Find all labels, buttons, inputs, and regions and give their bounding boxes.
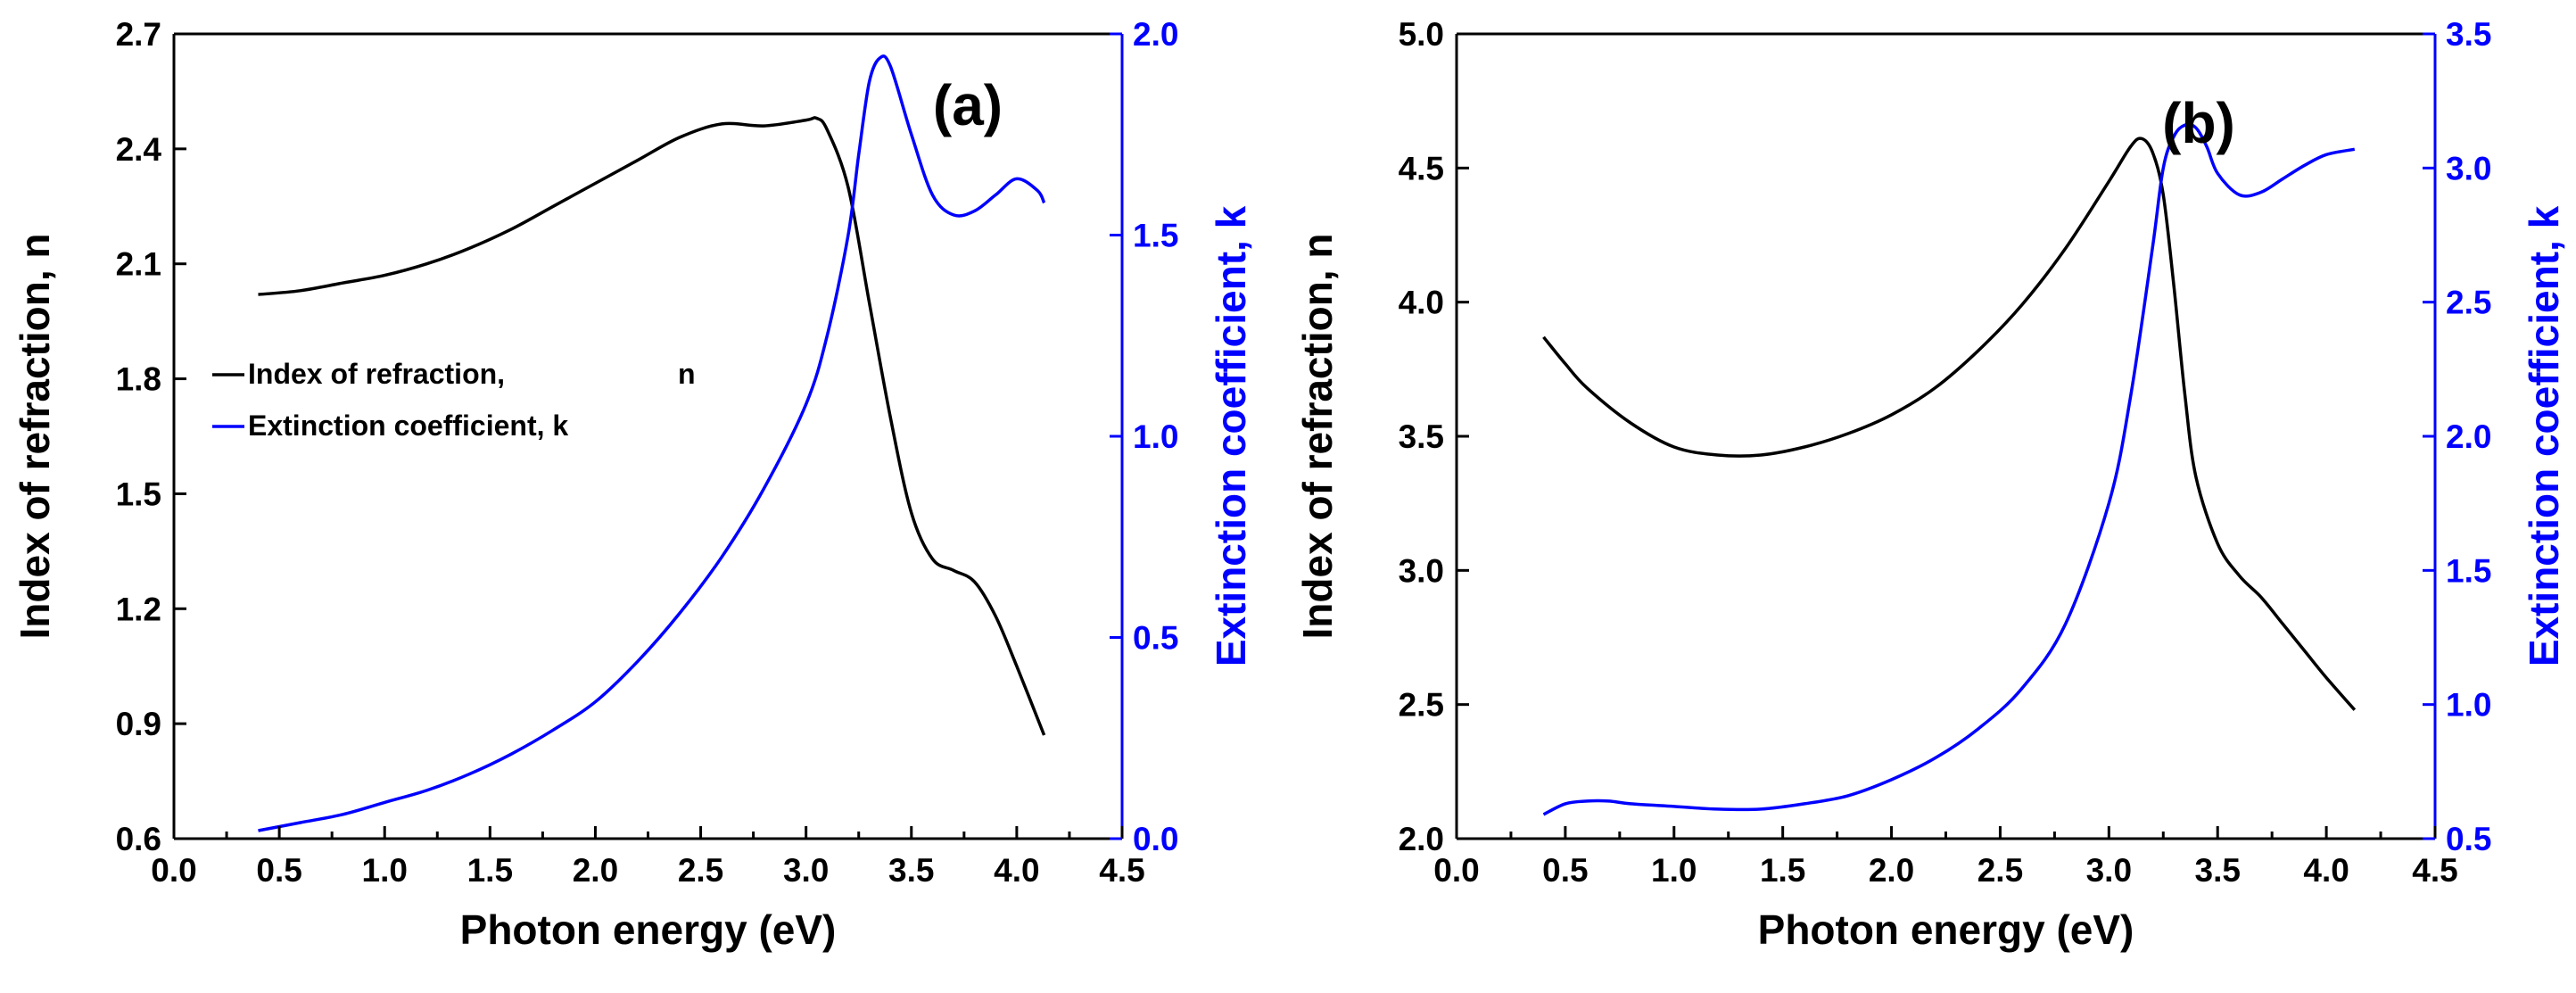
y-left-axis-title: Index of refraction, n: [1294, 234, 1341, 640]
y-left-tick-label: 1.2: [116, 591, 161, 627]
y-right-tick-label: 0.0: [1133, 821, 1178, 857]
panel-label: (b): [2162, 91, 2235, 155]
y-right-tick-label: 3.5: [2446, 16, 2491, 53]
y-left-tick-label: 1.5: [116, 476, 161, 512]
y-left-tick-label: 4.0: [1399, 285, 1444, 321]
x-tick-label: 1.5: [467, 852, 513, 889]
y-left-tick-label: 2.4: [116, 131, 162, 168]
y-right-axis-title: Extinction coefficient, k: [2521, 205, 2567, 666]
x-tick-label: 1.5: [1760, 852, 1805, 889]
y-right-tick-label: 1.5: [1133, 218, 1178, 254]
x-tick-label: 0.0: [151, 852, 196, 889]
chart-panel-a: 0.0 0.5 1.0 1.5 2.0 2.5 3.0 3.5 4.0 4.5 0.6 0.9 1.2 1…: [12, 16, 1254, 953]
x-tick-label: 0.0: [1433, 852, 1479, 889]
y-left-tick-label: 1.8: [116, 361, 161, 398]
x-tick-label: 4.0: [994, 852, 1039, 889]
series-line-n: [1542, 137, 2357, 711]
y-left-tick-label: 3.0: [1399, 552, 1444, 589]
legend-label: Extinction coefficient, k: [248, 410, 568, 442]
y-left-axis-title: Index of refraction, n: [12, 234, 58, 640]
y-right-tick-label: 2.5: [2446, 285, 2491, 321]
x-tick-label: 3.0: [2086, 852, 2132, 889]
chart-panel-b: 0.0 0.5 1.0 1.5 2.0 2.5 3.0 3.5 4.0 4.5 2.0 2.5 3.0 3…: [1294, 16, 2567, 953]
x-tick-label: 3.0: [783, 852, 829, 889]
x-tick-label: 4.0: [2303, 852, 2349, 889]
x-tick-label: 2.0: [573, 852, 618, 889]
y-right-tick-label: 1.0: [2446, 687, 2491, 724]
x-tick-label: 3.5: [2195, 852, 2241, 889]
panel-label: (a): [933, 73, 1003, 137]
legend-label: Index of refraction,: [248, 358, 505, 390]
y-left-tick-label: 2.7: [116, 16, 161, 53]
x-tick-label: 2.5: [1977, 852, 2023, 889]
x-tick-label: 2.0: [1869, 852, 1914, 889]
y-right-tick-label: 0.5: [2446, 821, 2491, 857]
x-tick-label: 1.0: [362, 852, 408, 889]
x-tick-label: 4.5: [2412, 852, 2457, 889]
x-tick-label: 2.5: [678, 852, 723, 889]
y-left-tick-label: 0.9: [116, 706, 161, 742]
y-left-tick-label: 5.0: [1399, 16, 1444, 53]
y-left-tick-label: 4.5: [1399, 150, 1444, 186]
y-right-axis-title: Extinction coefficient, k: [1208, 205, 1254, 666]
x-axis-title: Photon energy (eV): [1758, 906, 2134, 953]
series-line-n: [258, 116, 1046, 736]
x-tick-label: 0.5: [256, 852, 301, 889]
y-left-tick-label: 0.6: [116, 821, 161, 857]
legend-symbol: n: [678, 358, 696, 390]
y-right-tick-label: 1.0: [1133, 418, 1178, 455]
y-right-tick-label: 2.0: [2446, 418, 2491, 455]
y-right-tick-label: 2.0: [1133, 16, 1178, 53]
series-line-k: [1542, 122, 2356, 816]
y-right-tick-label: 1.5: [2446, 552, 2491, 589]
y-left-tick-label: 2.1: [116, 246, 161, 283]
y-left-tick-label: 3.5: [1399, 418, 1444, 455]
y-left-tick-label: 2.0: [1399, 821, 1444, 857]
series-line-k: [258, 54, 1046, 832]
y-left-tick-label: 2.5: [1399, 687, 1444, 724]
x-tick-label: 3.5: [888, 852, 934, 889]
x-tick-label: 0.5: [1542, 852, 1588, 889]
y-right-tick-label: 3.0: [2446, 150, 2491, 186]
x-tick-label: 4.5: [1099, 852, 1144, 889]
x-tick-label: 1.0: [1651, 852, 1697, 889]
x-axis-title: Photon energy (eV): [460, 906, 837, 953]
y-right-tick-label: 0.5: [1133, 620, 1178, 657]
